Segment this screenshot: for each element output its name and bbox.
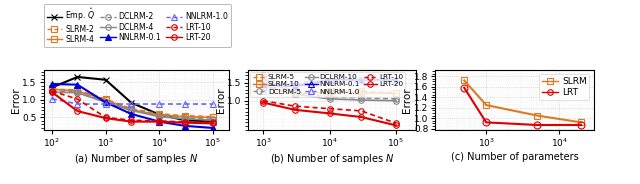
X-axis label: (c) Number of parameters: (c) Number of parameters <box>451 152 579 162</box>
X-axis label: (a) Number of samples $N$: (a) Number of samples $N$ <box>74 152 198 166</box>
Legend: SLRM, LRT: SLRM, LRT <box>540 75 589 100</box>
Y-axis label: Error: Error <box>216 87 226 113</box>
Y-axis label: Error: Error <box>11 87 21 113</box>
Y-axis label: Error: Error <box>403 87 413 113</box>
Legend: Emp. $\hat{Q}$, SLRM-2, SLRM-4, DCLRM-2, DCLRM-4, NNLRM-0.1, NNLRM-1.0, LRT-10, : Emp. $\hat{Q}$, SLRM-2, SLRM-4, DCLRM-2,… <box>44 4 231 47</box>
X-axis label: (b) Number of samples $N$: (b) Number of samples $N$ <box>270 152 394 166</box>
Legend: SLRM-5, SLRM-10, DCLRM-5, DCLRM-10, NNLRM-0.1, NNLRM-1.0, LRT-10, LRT-20: SLRM-5, SLRM-10, DCLRM-5, DCLRM-10, NNLR… <box>250 72 405 97</box>
